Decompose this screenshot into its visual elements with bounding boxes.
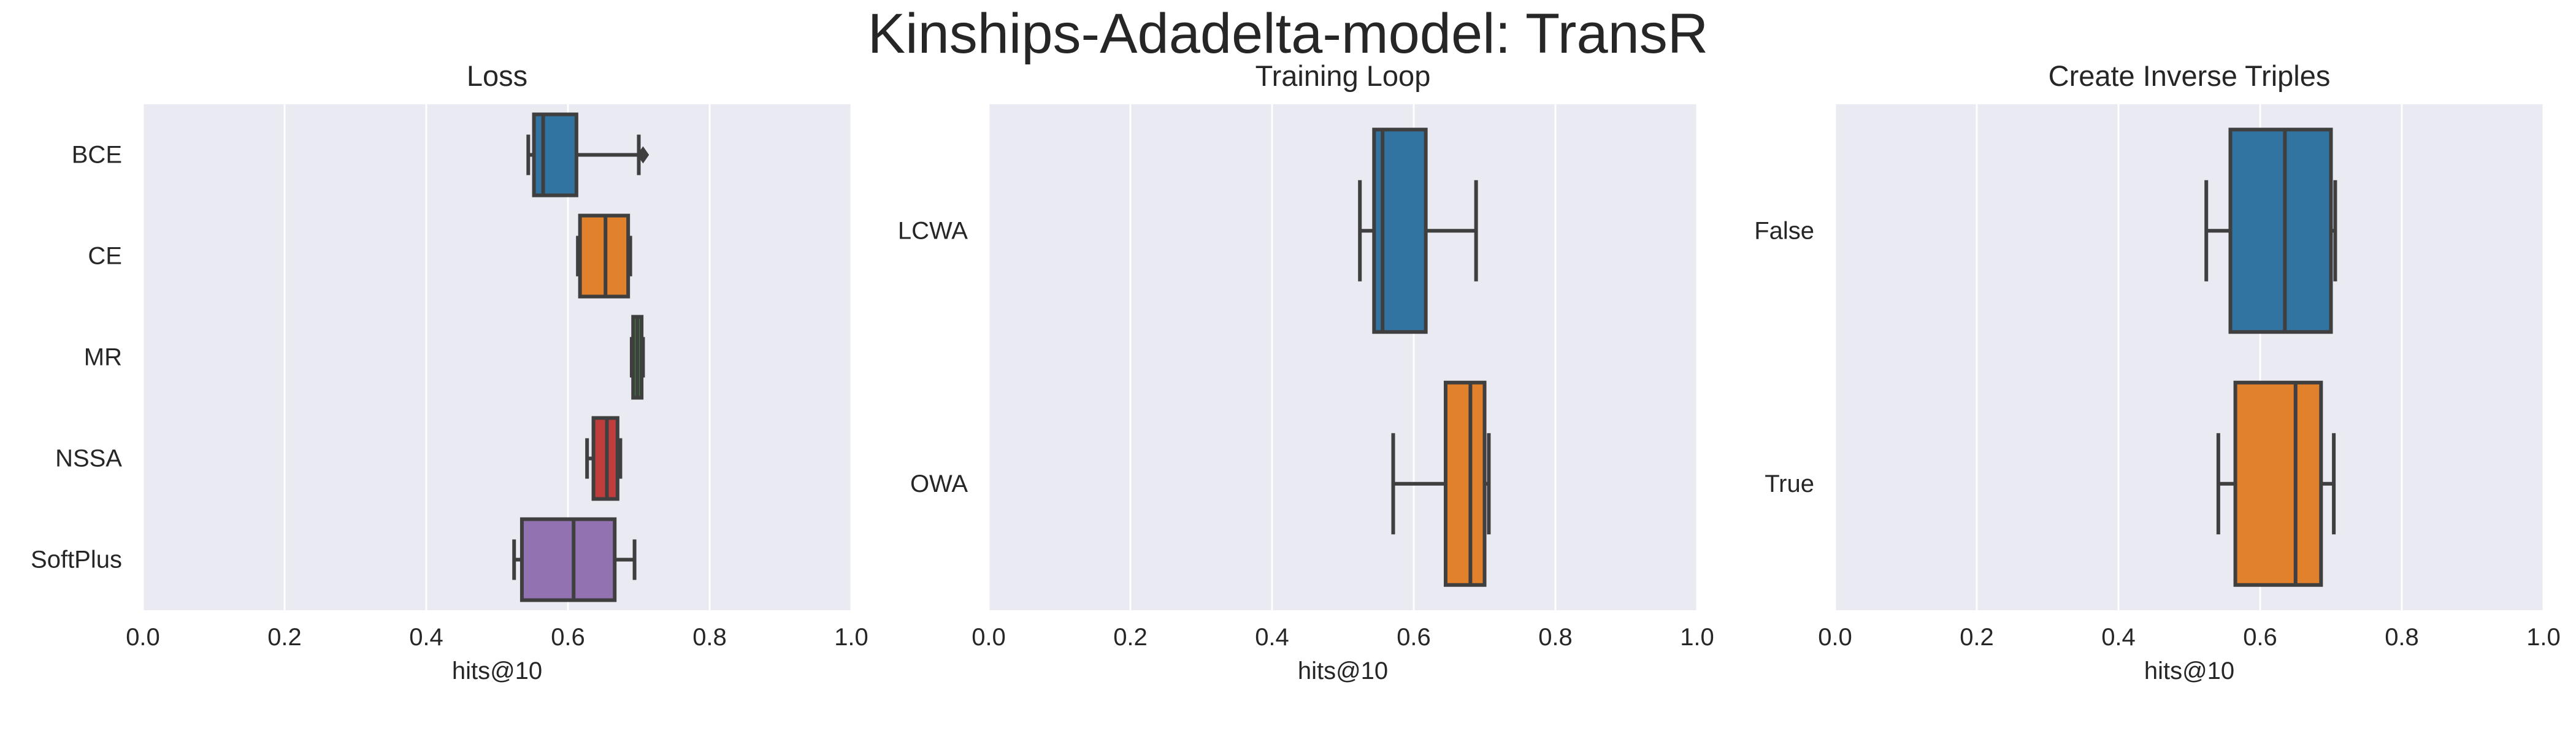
x-axis-label: hits@10 — [452, 657, 542, 684]
box-CE — [576, 213, 632, 299]
y-tick-label: SoftPlus — [31, 546, 122, 573]
x-tick-label: 0.4 — [2101, 624, 2136, 651]
x-tick-label: 0.2 — [1960, 624, 1994, 651]
plot-area — [143, 104, 851, 610]
x-tick-label: 1.0 — [834, 624, 868, 651]
iqr-box — [532, 112, 578, 197]
x-tick-label: 0.8 — [2385, 624, 2419, 651]
x-tick-label: 0.8 — [1538, 624, 1573, 651]
x-tick-label: 0.6 — [1397, 624, 1431, 651]
x-axis-label: hits@10 — [1298, 657, 1388, 684]
x-tick-label: 1.0 — [2526, 624, 2561, 651]
x-tick-label: 0.0 — [1818, 624, 1852, 651]
subplot-title: Loss — [467, 59, 527, 92]
y-tick-label: False — [1754, 217, 1814, 244]
subplot-title: Training Loop — [1255, 59, 1431, 92]
y-tick-label: True — [1765, 470, 1814, 497]
plot-area — [989, 104, 1697, 610]
x-tick-label: 0.0 — [126, 624, 160, 651]
y-tick-label: BCE — [72, 142, 122, 169]
box-False — [2204, 128, 2337, 334]
iqr-box — [2228, 128, 2333, 334]
x-tick-label: 0.6 — [2243, 624, 2277, 651]
y-tick-label: LCWA — [898, 217, 968, 244]
x-tick-label: 0.2 — [267, 624, 302, 651]
iqr-box — [2233, 380, 2323, 587]
box-True — [2216, 380, 2336, 587]
plot-area — [1835, 104, 2543, 610]
x-tick-label: 0.2 — [1113, 624, 1148, 651]
box-NSSA — [585, 416, 623, 501]
y-tick-label: OWA — [910, 470, 968, 497]
box-MR — [629, 315, 645, 400]
x-axis-label: hits@10 — [2144, 657, 2234, 684]
outlier-point — [637, 146, 650, 164]
y-tick-label: MR — [84, 344, 122, 371]
x-tick-label: 0.4 — [409, 624, 443, 651]
subplot-title: Create Inverse Triples — [2049, 59, 2331, 92]
y-tick-label: NSSA — [55, 445, 122, 472]
subplots: Loss 0.0 0.2 0.4 0.6 0.8 1.0 hits@10 BCE CE MR NSSA… — [31, 59, 2561, 684]
x-tick-label: 0.4 — [1255, 624, 1289, 651]
x-tick-label: 0.8 — [692, 624, 727, 651]
iqr-box — [519, 517, 617, 602]
box-BCE — [526, 112, 650, 197]
subplot-1: Loss 0.0 0.2 0.4 0.6 0.8 1.0 hits@10 BCE CE MR NSSA… — [31, 59, 868, 684]
subplot-2: Training Loop 0.0 0.2 0.4 0.6 0.8 1.0 hits@10 LC… — [898, 59, 1714, 684]
box-OWA — [1391, 380, 1491, 587]
x-tick-label: 0.0 — [972, 624, 1006, 651]
x-tick-label: 0.6 — [551, 624, 585, 651]
y-tick-label: CE — [88, 243, 122, 270]
iqr-box — [1443, 380, 1487, 587]
x-tick-label: 1.0 — [1680, 624, 1714, 651]
figure-title: Kinships-Adadelta-model: TransR — [868, 2, 1708, 65]
subplot-3: Create Inverse Triples 0.0 0.2 0.4 0.6 0.8 1.0… — [1754, 59, 2561, 684]
box-SoftPlus — [512, 517, 637, 602]
box-LCWA — [1358, 128, 1478, 334]
